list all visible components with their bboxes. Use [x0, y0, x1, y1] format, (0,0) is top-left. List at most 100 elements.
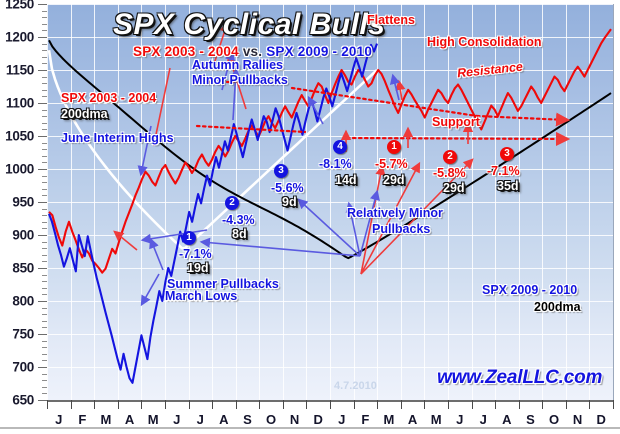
y-minor-tick	[42, 360, 47, 362]
y-minor-tick	[42, 228, 47, 230]
resistance-guides	[195, 80, 571, 127]
y-minor-tick	[42, 241, 47, 243]
x-tick-label: J	[55, 412, 63, 427]
y-tick-label: 700	[12, 359, 34, 375]
v-gridline	[589, 4, 591, 400]
y-minor-tick	[42, 281, 47, 283]
y-minor-tick	[42, 307, 47, 309]
y-tick-label: 1050	[5, 128, 34, 144]
y-tick-label: 1150	[5, 62, 34, 78]
blue-series-label: SPX 2009 - 2010	[482, 283, 578, 297]
y-tick-label: 950	[12, 194, 34, 210]
black-200dma-line	[48, 39, 612, 260]
x-tick	[306, 400, 308, 409]
y-tick	[38, 70, 47, 71]
red-series-line	[48, 28, 612, 274]
red-pullback-1-days: 29d	[383, 173, 405, 187]
y-tick-label: 850	[12, 260, 34, 276]
x-tick	[141, 400, 143, 409]
y-minor-tick	[42, 274, 47, 276]
y-minor-tick	[42, 294, 47, 296]
y-tick-label: 1100	[5, 95, 34, 111]
y-minor-tick	[42, 320, 47, 322]
blue-pullback-3-marker: 3	[274, 164, 288, 178]
y-minor-tick	[42, 23, 47, 25]
date-stamp: 4.7.2010	[334, 380, 377, 392]
y-tick	[38, 301, 47, 302]
y-minor-tick	[42, 129, 47, 131]
x-tick-label: A	[124, 412, 135, 427]
x-tick-label: A	[407, 412, 418, 427]
watermark-zeal[interactable]: www.ZealLLC.com	[437, 367, 603, 388]
x-tick-label: J	[479, 412, 487, 427]
x-tick	[447, 400, 449, 409]
x-tick	[589, 400, 591, 409]
x-tick-label: S	[526, 412, 535, 427]
v-gridline	[94, 4, 96, 400]
y-tick	[38, 103, 47, 104]
x-tick-label: M	[100, 412, 112, 427]
chart-subtitle: SPX 2003 - 2004 vs. SPX 2009 - 2010	[131, 45, 374, 59]
annotation-autumn-rallies: Autumn Rallies	[192, 58, 283, 72]
v-gridline	[565, 4, 567, 400]
v-gridline	[471, 4, 473, 400]
y-minor-tick	[42, 287, 47, 289]
x-tick	[94, 400, 96, 409]
x-tick-label: F	[361, 412, 370, 427]
x-tick	[117, 400, 119, 409]
y-minor-tick	[42, 149, 47, 151]
v-gridline	[400, 4, 402, 400]
v-gridline	[495, 4, 497, 400]
v-gridline	[47, 4, 48, 400]
y-minor-tick	[42, 63, 47, 65]
y-minor-tick	[42, 261, 47, 263]
y-minor-tick	[42, 195, 47, 197]
y-minor-tick	[42, 83, 47, 85]
blue-pullback-3-days: 9d	[282, 195, 297, 209]
v-gridline	[70, 4, 72, 400]
x-tick-label: J	[456, 412, 464, 427]
y-minor-tick	[42, 393, 47, 395]
x-tick-label: O	[548, 412, 560, 427]
y-minor-tick	[42, 96, 47, 98]
y-tick-label: 1250	[5, 0, 34, 12]
v-gridline	[424, 4, 426, 400]
y-minor-tick	[42, 116, 47, 118]
x-tick	[164, 400, 166, 409]
red-series-label: SPX 2003 - 2004	[61, 91, 157, 105]
y-tick-label: 1200	[5, 29, 34, 45]
annotation-june-interim-highs: June Interim Highs	[61, 131, 174, 145]
v-gridline	[259, 4, 261, 400]
y-minor-tick	[42, 50, 47, 52]
subtitle-left: SPX 2003 - 2004	[133, 44, 239, 59]
red-pullback-3-days: 35d	[497, 179, 519, 193]
x-tick-label: D	[313, 412, 323, 427]
y-tick	[38, 4, 47, 5]
blue-pullback-1-days: 19d	[187, 261, 209, 275]
annotation-high-consolidation: High Consolidation	[427, 35, 542, 49]
blue-ma-label: 200dma	[534, 300, 581, 314]
x-tick	[377, 400, 379, 409]
x-tick	[424, 400, 426, 409]
y-minor-tick	[42, 56, 47, 58]
y-minor-tick	[42, 175, 47, 177]
y-tick	[38, 202, 47, 203]
x-tick-label: O	[265, 412, 277, 427]
blue-series-line	[48, 43, 378, 384]
y-axis: 650 700 750 800 850 900 950 1000 1050 1100 1150 120…	[0, 0, 47, 408]
x-tick	[518, 400, 520, 409]
y-tick-label: 900	[12, 227, 34, 243]
blue-pullback-4-days: 14d	[335, 173, 357, 187]
x-tick	[353, 400, 355, 409]
blue-pointer-arrows	[137, 49, 400, 307]
y-minor-tick	[42, 340, 47, 342]
x-tick-label: J	[338, 412, 346, 427]
y-tick	[38, 136, 47, 137]
x-tick	[495, 400, 497, 409]
v-gridline	[188, 4, 190, 400]
x-tick-label: A	[219, 412, 229, 427]
blue-pullback-4-marker: 4	[333, 140, 347, 154]
red-pullback-2-marker: 2	[443, 150, 457, 164]
y-minor-tick	[42, 109, 47, 111]
